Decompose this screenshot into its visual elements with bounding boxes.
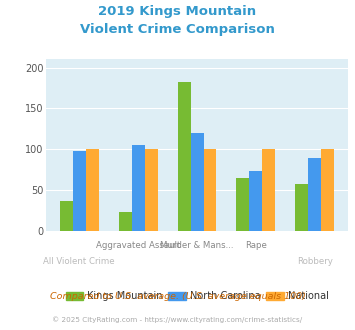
Legend: Kings Mountain, North Carolina, National: Kings Mountain, North Carolina, National (62, 287, 332, 305)
Bar (178, 82, 191, 231)
Bar (203, 149, 217, 231)
Bar (86, 149, 99, 231)
Text: © 2025 CityRating.com - https://www.cityrating.com/crime-statistics/: © 2025 CityRating.com - https://www.city… (53, 317, 302, 323)
Text: 2019 Kings Mountain: 2019 Kings Mountain (98, 5, 257, 18)
Text: Compared to U.S. average. (U.S. average equals 100): Compared to U.S. average. (U.S. average … (50, 292, 305, 301)
Text: Aggravated Assault: Aggravated Assault (96, 241, 180, 250)
Bar (295, 184, 308, 231)
Bar (308, 158, 321, 231)
Bar (132, 145, 144, 231)
Bar (262, 149, 275, 231)
Bar (236, 178, 250, 231)
Text: Violent Crime Comparison: Violent Crime Comparison (80, 23, 275, 36)
Text: Rape: Rape (245, 241, 267, 250)
Bar (144, 149, 158, 231)
Bar (321, 149, 334, 231)
Bar (250, 171, 262, 231)
Bar (60, 201, 73, 231)
Bar (119, 212, 132, 231)
Bar (73, 151, 86, 231)
Text: Robbery: Robbery (297, 257, 333, 266)
Text: Murder & Mans...: Murder & Mans... (160, 241, 234, 250)
Text: All Violent Crime: All Violent Crime (43, 257, 115, 266)
Bar (191, 133, 203, 231)
